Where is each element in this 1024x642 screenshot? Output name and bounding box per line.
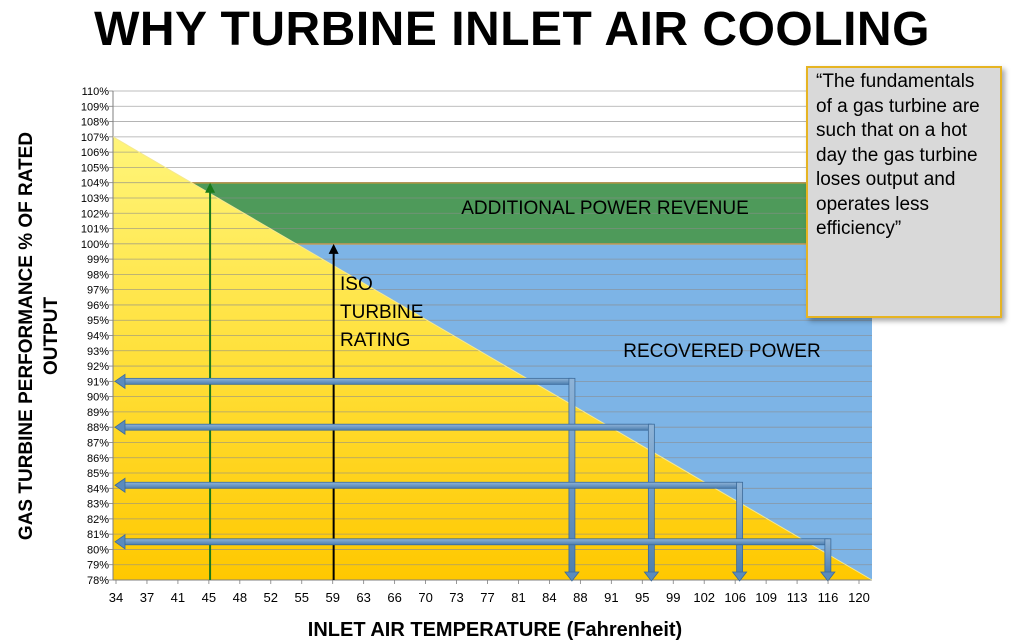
hot-day-arrow — [114, 477, 748, 582]
x-tick-label: 63 — [356, 590, 370, 605]
x-tick-label: 88 — [573, 590, 587, 605]
x-tick-label: 99 — [666, 590, 680, 605]
y-tick-label: 79% — [87, 560, 109, 572]
page-title: WHY TURBINE INLET AIR COOLING — [94, 3, 930, 56]
y-tick-label: 101% — [81, 224, 109, 236]
hot-day-arrow-down-head — [643, 571, 660, 582]
x-tick-label: 102 — [693, 590, 715, 605]
x-tick-label: 55 — [295, 590, 309, 605]
x-tick-label: 48 — [233, 590, 247, 605]
y-tick-label: 98% — [87, 269, 109, 281]
y-tick-label: 88% — [87, 422, 109, 434]
y-tick-label: 93% — [87, 346, 109, 358]
hot-day-arrow — [114, 534, 836, 582]
quote-callout: “The fundamentals of a gas turbine are s… — [806, 66, 1002, 318]
y-tick-label: 90% — [87, 392, 109, 404]
hot-day-arrow-left-head — [114, 477, 126, 494]
y-tick-label: 83% — [87, 499, 109, 511]
y-tick-label: 110% — [82, 86, 110, 98]
hot-day-arrow-down-head — [731, 571, 748, 582]
x-tick-label: 45 — [202, 590, 216, 605]
x-tick-label: 91 — [604, 590, 618, 605]
y-tick-label: 105% — [81, 162, 109, 174]
x-tick-label: 41 — [171, 590, 185, 605]
y-tick-label: 96% — [87, 300, 109, 312]
x-axis-label: INLET AIR TEMPERATURE (Fahrenheit) — [308, 619, 682, 641]
y-tick-label: 87% — [87, 437, 109, 449]
hot-day-arrow-left-head — [114, 534, 126, 550]
hot-day-arrow-down-head — [564, 571, 580, 582]
y-tick-label: 85% — [87, 468, 109, 480]
hot-day-arrow-horizontal — [122, 538, 829, 546]
x-tick-label: 73 — [449, 590, 463, 605]
hot-day-arrow-horizontal — [122, 481, 741, 489]
hot-day-arrow-vertical — [824, 538, 832, 575]
y-tick-label: 81% — [87, 529, 109, 541]
x-tick-label: 106 — [724, 590, 746, 605]
y-tick-label: 92% — [87, 361, 109, 373]
x-tick-label: 34 — [109, 590, 123, 605]
hot-day-arrow-horizontal — [122, 377, 573, 385]
x-tick-label: 116 — [818, 590, 839, 605]
iso-rating-label-line: RATING — [340, 330, 410, 351]
y-tick-label: 104% — [81, 178, 109, 190]
x-tick-label: 70 — [418, 590, 432, 605]
y-tick-label: 107% — [81, 132, 109, 144]
additional-power-revenue-label: ADDITIONAL POWER REVENUE — [461, 198, 749, 219]
x-tick-label: 113 — [787, 590, 808, 605]
y-tick-label: 95% — [87, 315, 109, 327]
y-tick-label: 102% — [81, 208, 109, 220]
y-tick-label: 99% — [87, 254, 109, 266]
y-tick-label: 106% — [81, 147, 109, 159]
y-axis-label-line2: OUTPUT — [41, 297, 62, 376]
hot-day-arrow — [114, 373, 580, 582]
y-axis-label-line1: GAS TURBINE PERFORMANCE % OF RATED — [16, 132, 37, 540]
y-tick-label: 97% — [87, 285, 109, 297]
x-tick-label: 84 — [542, 590, 556, 605]
iso-rating-arrow-head — [328, 243, 339, 254]
y-tick-label: 108% — [81, 117, 109, 129]
y-tick-label: 103% — [81, 193, 109, 205]
y-tick-label: 78% — [87, 575, 109, 587]
x-tick-label: 66 — [387, 590, 401, 605]
hot-day-arrow — [114, 419, 660, 582]
y-tick-label: 100% — [81, 239, 109, 251]
hot-day-arrow-left-head — [114, 419, 126, 435]
y-tick-label: 80% — [87, 544, 109, 556]
iso-rating-label-line: ISO — [340, 274, 373, 295]
x-tick-label: 77 — [480, 590, 494, 605]
iso-rating-label-line: TURBINE — [340, 302, 423, 323]
y-tick-label: 89% — [87, 407, 109, 419]
hot-day-arrow-horizontal — [122, 423, 652, 431]
x-tick-label: 120 — [848, 590, 870, 605]
hot-day-arrow-left-head — [114, 373, 126, 390]
recovered-power-label: RECOVERED POWER — [623, 341, 820, 362]
x-tick-label: 95 — [635, 590, 649, 605]
x-tick-label: 109 — [755, 590, 777, 605]
y-tick-label: 91% — [87, 376, 109, 388]
y-tick-label: 84% — [87, 483, 109, 495]
y-tick-label: 86% — [87, 453, 109, 465]
performance-line — [112, 136, 873, 581]
cooled-rating-arrow-head — [205, 182, 216, 193]
hot-day-arrow-vertical — [736, 481, 744, 575]
y-tick-label: 109% — [81, 101, 109, 113]
x-tick-label: 59 — [325, 590, 339, 605]
y-tick-label: 82% — [87, 514, 109, 526]
hot-day-arrow-vertical — [647, 423, 655, 575]
x-tick-label: 52 — [264, 590, 278, 605]
x-tick-label: 37 — [140, 590, 154, 605]
x-tick-label: 81 — [511, 590, 525, 605]
y-tick-label: 94% — [87, 331, 109, 343]
hot-day-arrow-down-head — [820, 571, 836, 582]
